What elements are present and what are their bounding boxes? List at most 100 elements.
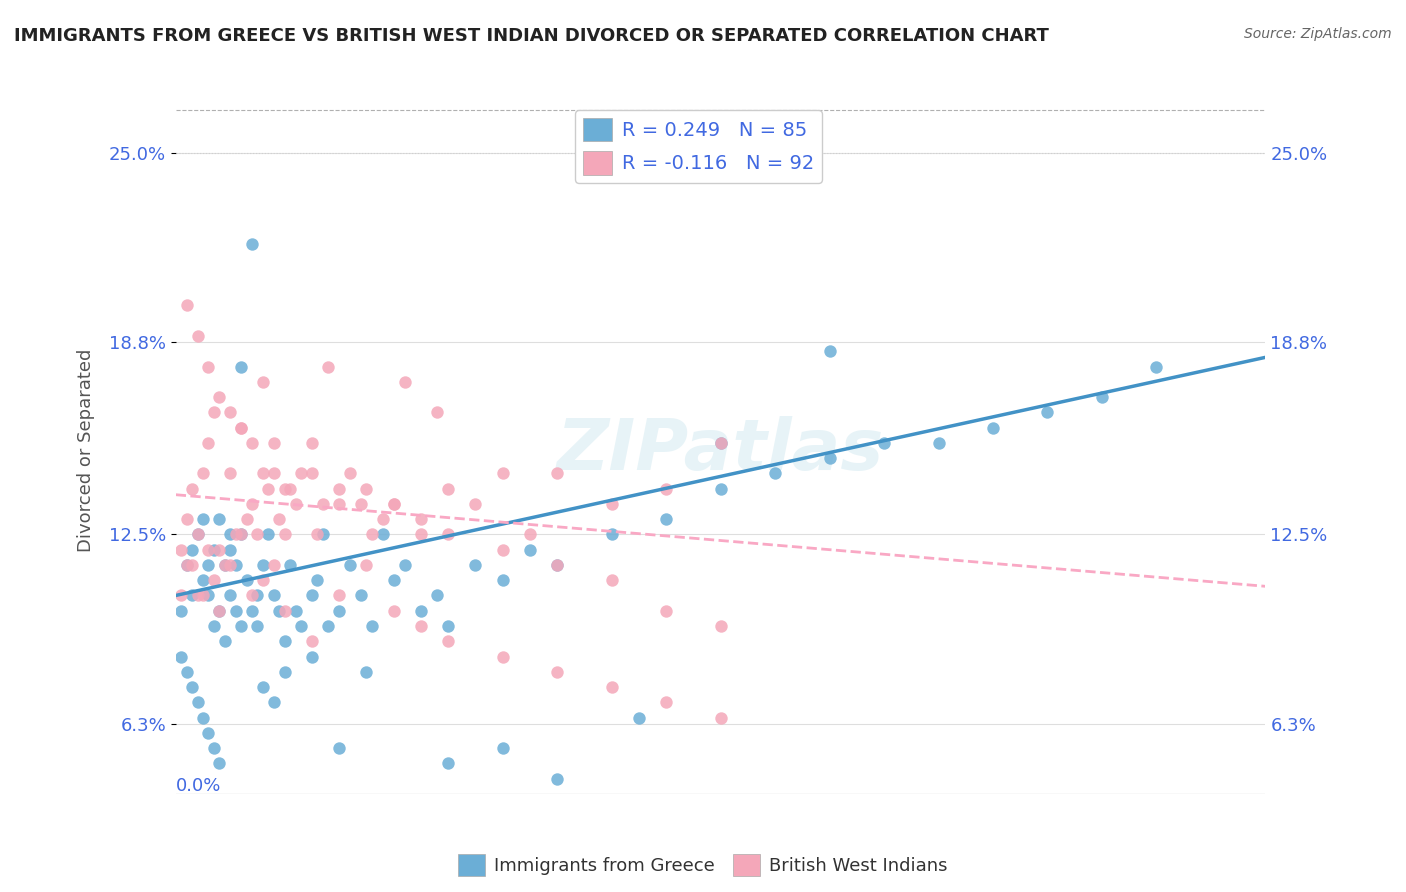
Point [197, 435, 219, 450]
Legend: Immigrants from Greece, British West Indians: Immigrants from Greece, British West Ind… [451, 847, 955, 883]
Point [278, 482, 301, 496]
Point [263, 467, 285, 481]
Point [219, 542, 242, 557]
Point [263, 435, 285, 450]
Point [409, 604, 432, 618]
Point [240, 589, 263, 603]
Point [257, 482, 280, 496]
Point [176, 558, 198, 572]
Point [181, 558, 204, 572]
Point [231, 420, 253, 434]
Point [600, 680, 623, 694]
Text: Source: ZipAtlas.com: Source: ZipAtlas.com [1244, 27, 1392, 41]
Point [197, 558, 219, 572]
Point [627, 710, 650, 724]
Point [186, 527, 209, 541]
Point [350, 589, 373, 603]
Point [208, 542, 231, 557]
Point [246, 527, 269, 541]
Point [655, 512, 678, 526]
Point [546, 558, 568, 572]
Point [382, 573, 405, 587]
Point [191, 512, 214, 526]
Point [394, 558, 416, 572]
Point [181, 589, 204, 603]
Point [981, 420, 1004, 434]
Point [546, 467, 568, 481]
Point [231, 359, 253, 374]
Text: IMMIGRANTS FROM GREECE VS BRITISH WEST INDIAN DIVORCED OR SEPARATED CORRELATION : IMMIGRANTS FROM GREECE VS BRITISH WEST I… [14, 27, 1049, 45]
Point [176, 512, 198, 526]
Point [240, 435, 263, 450]
Point [225, 558, 247, 572]
Point [252, 558, 274, 572]
Point [219, 467, 242, 481]
Point [519, 527, 541, 541]
Point [339, 467, 361, 481]
Point [437, 756, 460, 771]
Point [1036, 405, 1059, 419]
Point [219, 527, 242, 541]
Point [191, 573, 214, 587]
Point [202, 405, 225, 419]
Point [214, 634, 236, 648]
Point [356, 665, 378, 679]
Point [214, 558, 236, 572]
Point [231, 527, 253, 541]
Point [600, 527, 623, 541]
Point [274, 527, 297, 541]
Legend: R = 0.249   N = 85, R = -0.116   N = 92: R = 0.249 N = 85, R = -0.116 N = 92 [575, 110, 823, 183]
Point [252, 573, 274, 587]
Point [301, 435, 323, 450]
Point [409, 512, 432, 526]
Point [170, 604, 193, 618]
Point [426, 405, 449, 419]
Point [186, 527, 209, 541]
Point [710, 619, 733, 633]
Point [202, 741, 225, 756]
Point [600, 497, 623, 511]
Point [231, 619, 253, 633]
Point [655, 482, 678, 496]
Point [873, 435, 896, 450]
Point [274, 604, 297, 618]
Point [350, 497, 373, 511]
Point [197, 542, 219, 557]
Point [208, 756, 231, 771]
Point [382, 604, 405, 618]
Point [197, 726, 219, 740]
Point [274, 665, 297, 679]
Point [492, 542, 515, 557]
Point [263, 695, 285, 709]
Point [655, 604, 678, 618]
Point [763, 467, 786, 481]
Point [278, 558, 301, 572]
Point [356, 482, 378, 496]
Point [191, 467, 214, 481]
Point [818, 451, 841, 466]
Point [928, 435, 950, 450]
Point [197, 359, 219, 374]
Point [208, 390, 231, 404]
Point [655, 695, 678, 709]
Point [263, 558, 285, 572]
Point [290, 467, 312, 481]
Point [394, 375, 416, 389]
Point [186, 589, 209, 603]
Point [170, 649, 193, 664]
Point [312, 497, 335, 511]
Point [231, 527, 253, 541]
Point [600, 573, 623, 587]
Point [284, 604, 307, 618]
Point [818, 344, 841, 359]
Point [437, 482, 460, 496]
Point [176, 665, 198, 679]
Point [214, 558, 236, 572]
Point [464, 558, 486, 572]
Point [186, 329, 209, 343]
Point [492, 467, 515, 481]
Point [318, 359, 340, 374]
Point [225, 604, 247, 618]
Text: ZIPatlas: ZIPatlas [557, 416, 884, 485]
Point [235, 512, 257, 526]
